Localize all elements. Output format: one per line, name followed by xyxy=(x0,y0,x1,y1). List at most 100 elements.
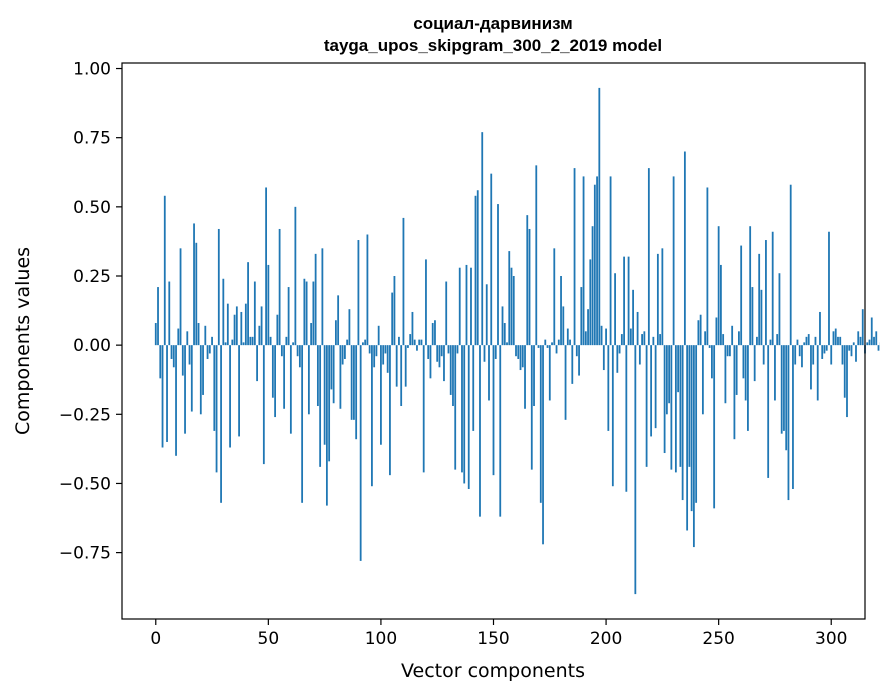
bar-290 xyxy=(807,334,810,346)
bar-215 xyxy=(638,345,641,365)
bar-299 xyxy=(828,231,830,346)
bar-234 xyxy=(681,345,684,501)
bar-162 xyxy=(519,345,522,371)
bar-267 xyxy=(756,336,758,346)
bar-114 xyxy=(411,311,414,346)
y-axis-label: Components values xyxy=(12,247,34,435)
bar-312 xyxy=(857,331,860,346)
bar-297 xyxy=(823,345,826,354)
bar-318 xyxy=(870,317,873,346)
bar-13 xyxy=(184,345,186,434)
bar-217 xyxy=(643,331,646,346)
bar-101 xyxy=(382,345,385,365)
bar-54 xyxy=(276,314,279,346)
bar-116 xyxy=(416,345,418,351)
bar-131 xyxy=(449,345,452,395)
bar-5 xyxy=(166,345,168,442)
bar-12 xyxy=(181,345,184,376)
bar-201 xyxy=(607,345,610,431)
bar-168 xyxy=(533,345,535,407)
bar-177 xyxy=(553,248,556,346)
bar-257 xyxy=(733,345,736,440)
bar-35 xyxy=(233,314,236,346)
bar-295 xyxy=(819,311,821,346)
bar-264 xyxy=(749,226,752,346)
bar-170 xyxy=(537,345,540,348)
bar-319 xyxy=(873,336,875,346)
bar-90 xyxy=(357,240,360,346)
bar-127 xyxy=(440,345,443,357)
bar-107 xyxy=(395,345,398,387)
bar-247 xyxy=(711,345,713,379)
x-tick-label: 200 xyxy=(590,629,622,649)
bar-67 xyxy=(305,281,308,346)
bar-265 xyxy=(751,287,754,346)
bar-47 xyxy=(260,306,263,346)
bar-210 xyxy=(627,256,630,346)
bar-0 xyxy=(154,323,157,346)
bar-121 xyxy=(427,345,430,359)
bar-129 xyxy=(445,281,448,346)
bar-262 xyxy=(744,345,747,401)
bar-186 xyxy=(573,168,576,346)
y-tick-label: −0.75 xyxy=(59,544,111,564)
y-axis-ticks: −0.75 −0.50 −0.25 0.00 0.25 0.50 0.75 1.00 xyxy=(59,60,122,564)
bar-268 xyxy=(758,253,761,346)
bar-49 xyxy=(265,187,267,346)
bar-34 xyxy=(231,339,234,346)
bar-248 xyxy=(713,345,716,509)
bar-39 xyxy=(242,342,245,346)
bar-62 xyxy=(294,206,297,346)
bar-243 xyxy=(701,345,704,415)
bar-106 xyxy=(393,276,396,346)
bar-2 xyxy=(159,345,162,379)
bar-17 xyxy=(193,223,195,346)
bar-40 xyxy=(244,303,247,346)
bar-309 xyxy=(850,345,853,357)
bar-269 xyxy=(760,289,763,346)
y-tick-label: −0.50 xyxy=(59,474,111,494)
bar-231 xyxy=(674,345,677,473)
bar-200 xyxy=(605,328,607,346)
bar-240 xyxy=(695,345,698,503)
bar-64 xyxy=(298,345,301,368)
bar-70 xyxy=(312,281,315,346)
bar-102 xyxy=(384,345,387,354)
bar-72 xyxy=(316,345,319,407)
bar-135 xyxy=(458,267,461,346)
bar-235 xyxy=(683,151,686,346)
bar-167 xyxy=(530,345,533,470)
bar-308 xyxy=(848,345,851,351)
bar-58 xyxy=(285,336,288,346)
bar-93 xyxy=(364,339,367,346)
bar-275 xyxy=(774,345,776,401)
plot-frame xyxy=(121,62,866,620)
bar-291 xyxy=(810,345,812,390)
bar-148 xyxy=(488,345,490,401)
bar-63 xyxy=(296,345,299,357)
bar-310 xyxy=(852,342,855,346)
bar-233 xyxy=(679,345,682,467)
bar-266 xyxy=(753,345,756,382)
bar-145 xyxy=(481,132,484,346)
bar-46 xyxy=(258,325,261,346)
bar-150 xyxy=(492,345,495,476)
bar-91 xyxy=(359,345,362,561)
bar-317 xyxy=(868,339,871,346)
bar-282 xyxy=(789,184,792,346)
bar-61 xyxy=(292,342,295,346)
bar-20 xyxy=(199,345,202,415)
bar-52 xyxy=(271,345,274,398)
bar-125 xyxy=(436,345,439,362)
bar-314 xyxy=(861,309,864,346)
bar-97 xyxy=(373,345,376,368)
bar-83 xyxy=(341,345,344,365)
bar-298 xyxy=(825,345,828,351)
bar-255 xyxy=(729,345,731,357)
bar-223 xyxy=(656,253,659,346)
bar-98 xyxy=(375,345,378,357)
bar-10 xyxy=(177,328,180,346)
bar-192 xyxy=(587,309,589,346)
bar-120 xyxy=(425,259,427,346)
bar-68 xyxy=(307,345,310,415)
